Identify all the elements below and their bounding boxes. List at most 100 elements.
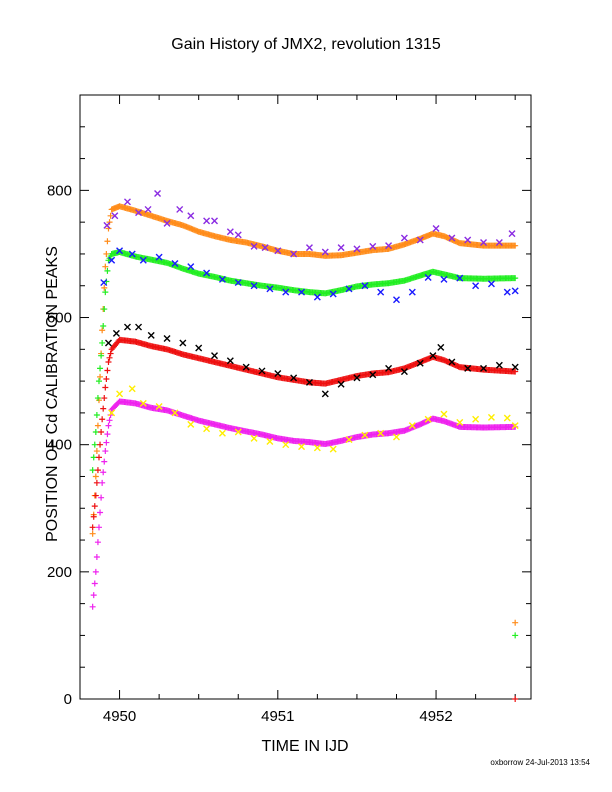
x-tick-label: 4951	[261, 708, 294, 725]
data-point	[298, 443, 306, 451]
data-point	[103, 221, 111, 229]
data-point	[234, 279, 242, 287]
data-point	[89, 603, 96, 610]
data-point	[102, 384, 109, 391]
data-point	[102, 263, 109, 270]
data-point	[369, 242, 377, 250]
data-point	[432, 225, 440, 233]
data-point	[211, 217, 219, 225]
data-point	[116, 247, 124, 255]
data-point	[512, 619, 519, 626]
data-point	[106, 417, 113, 424]
data-point	[392, 433, 400, 441]
data-point	[512, 696, 519, 702]
series-3	[89, 398, 519, 610]
data-point	[89, 530, 96, 537]
data-point	[361, 282, 369, 290]
data-point	[98, 428, 105, 435]
data-point	[195, 344, 203, 352]
data-point	[250, 282, 258, 290]
data-point	[101, 395, 108, 402]
data-point	[400, 368, 408, 376]
data-point	[128, 250, 136, 258]
data-point	[392, 296, 400, 304]
y-axis-label: POSITION OF Cd CALIBRATION PEAKS	[44, 246, 61, 542]
y-tick-label: 0	[64, 691, 72, 708]
data-point	[266, 285, 274, 293]
data-point	[290, 250, 298, 258]
data-point	[99, 327, 106, 334]
data-point	[448, 358, 456, 366]
data-point	[305, 244, 313, 252]
data-point	[104, 267, 111, 274]
y-tick-label: 800	[47, 182, 72, 199]
data-point	[464, 364, 472, 372]
data-point	[104, 339, 112, 347]
data-point	[408, 288, 416, 296]
data-point	[100, 323, 107, 330]
data-point	[105, 359, 112, 366]
data-point	[100, 469, 107, 476]
data-point	[377, 288, 385, 296]
data-point	[226, 357, 234, 365]
data-point	[440, 410, 448, 418]
data-point	[92, 568, 99, 575]
data-point	[313, 293, 321, 301]
data-point	[385, 242, 393, 250]
data-point	[345, 285, 353, 293]
chart-title: Gain History of JMX2, revolution 1315	[171, 36, 441, 53]
data-point	[89, 524, 96, 531]
data-point	[329, 445, 337, 453]
data-point	[179, 339, 187, 347]
data-point	[171, 409, 179, 417]
data-point	[93, 448, 100, 455]
data-point	[97, 365, 104, 372]
data-point	[103, 250, 110, 257]
data-point	[92, 428, 99, 435]
data-point	[345, 436, 353, 444]
data-point	[97, 441, 104, 448]
data-point	[408, 422, 416, 430]
data-point	[91, 503, 98, 510]
data-point	[512, 368, 519, 375]
data-point	[154, 190, 162, 198]
data-point	[211, 352, 219, 360]
data-point	[313, 444, 321, 452]
data-point	[298, 288, 306, 296]
data-point	[107, 412, 114, 419]
data-point	[503, 414, 511, 422]
data-point	[487, 413, 495, 421]
data-point	[103, 439, 110, 446]
data-point	[495, 239, 503, 246]
data-point	[234, 231, 242, 239]
data-point	[92, 492, 99, 499]
data-point	[480, 239, 488, 246]
data-point	[456, 274, 464, 282]
data-point	[416, 359, 424, 367]
y-tick-label: 400	[47, 437, 72, 454]
data-point	[104, 367, 111, 374]
data-point	[128, 385, 136, 393]
data-point	[104, 238, 111, 245]
data-point	[107, 212, 114, 219]
series-4	[103, 190, 516, 258]
data-point	[100, 405, 107, 412]
data-point	[274, 369, 282, 377]
data-point	[95, 524, 102, 531]
data-point	[464, 236, 472, 244]
data-point	[116, 390, 124, 398]
data-point	[242, 363, 250, 371]
data-point	[321, 390, 329, 398]
data-point	[329, 290, 337, 298]
data-point	[90, 454, 97, 461]
data-point	[107, 350, 114, 357]
data-point	[101, 306, 108, 313]
data-point	[472, 282, 480, 290]
data-point	[353, 374, 361, 382]
data-point	[416, 236, 424, 244]
data-point	[90, 513, 97, 520]
data-point	[91, 441, 98, 448]
data-point	[99, 416, 106, 423]
data-point	[105, 422, 112, 429]
